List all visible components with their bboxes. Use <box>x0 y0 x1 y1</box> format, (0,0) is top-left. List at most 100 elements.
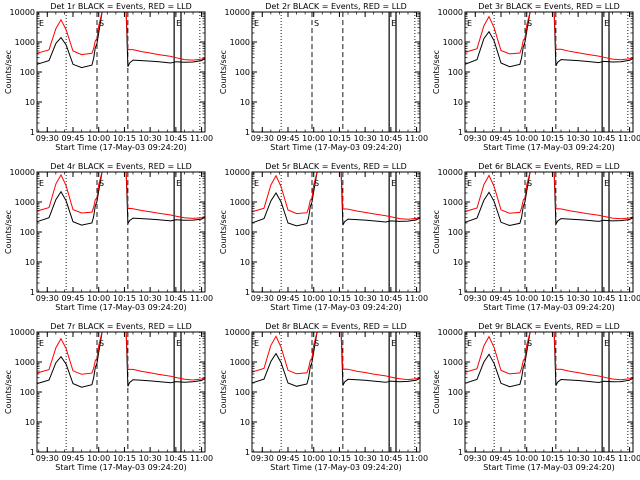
y-tick-label: 1 <box>30 448 35 457</box>
chart-title: Det 8r BLACK = Events, RED = LLD <box>265 322 407 331</box>
interval-marker-label: E <box>604 339 609 348</box>
x-tick-label: 09:30 <box>464 454 487 463</box>
x-axis-label: Start Time (17-May-03 09:24:20) <box>270 143 401 152</box>
y-tick-label: 100 <box>20 68 35 77</box>
y-tick-label: 1000 <box>443 38 463 47</box>
x-tick-label: 09:30 <box>36 134 59 143</box>
chart-panel: Det 8r BLACK = Events, RED = LLD Counts/s… <box>219 322 428 472</box>
x-tick-label: 10:45 <box>164 454 187 463</box>
plot-frame <box>464 331 634 453</box>
y-tick-label: 10000 <box>225 8 250 17</box>
x-tick-label: 10:30 <box>354 294 377 303</box>
interval-marker-label: E <box>604 179 609 188</box>
x-tick-label: 10:45 <box>164 294 187 303</box>
y-tick-label: 100 <box>448 68 463 77</box>
interval-marker-label: E <box>176 179 181 188</box>
y-tick-label: 1000 <box>15 198 35 207</box>
x-tick-label: 09:30 <box>251 454 274 463</box>
interval-marker-label: E <box>176 339 181 348</box>
chart-title: Det 5r BLACK = Events, RED = LLD <box>265 162 407 171</box>
y-tick-label: 100 <box>235 228 250 237</box>
x-tick-label: 09:45 <box>489 134 512 143</box>
chart-panel: Det 7r BLACK = Events, RED = LLD Counts/s… <box>4 322 213 472</box>
x-axis-label: Start Time (17-May-03 09:24:20) <box>55 463 186 472</box>
interval-marker-label: E <box>254 339 259 348</box>
plot-frame <box>464 11 634 133</box>
y-axis-label: Counts/sec <box>219 50 228 94</box>
y-tick-label: 100 <box>235 68 250 77</box>
x-tick-label: 09:45 <box>276 454 299 463</box>
x-axis-label: Start Time (17-May-03 09:24:20) <box>270 303 401 312</box>
y-tick-label: 1000 <box>15 358 35 367</box>
y-tick-label: 100 <box>20 228 35 237</box>
interval-marker-label: S <box>99 339 104 348</box>
y-tick-label: 1 <box>245 128 250 137</box>
plot-frame <box>251 331 421 453</box>
x-tick-label: 10:00 <box>515 294 538 303</box>
x-tick-label: 09:30 <box>251 294 274 303</box>
chart-title: Det 7r BLACK = Events, RED = LLD <box>50 322 192 331</box>
x-tick-label: 11:00 <box>618 134 640 143</box>
interval-marker-label: E <box>39 19 44 28</box>
y-axis-label: Counts/sec <box>4 370 13 414</box>
y-tick-label: 100 <box>448 388 463 397</box>
x-tick-label: 10:45 <box>379 454 402 463</box>
chart-panel: Det 4r BLACK = Events, RED = LLD Counts/s… <box>4 162 213 312</box>
interval-marker-label: S <box>527 179 532 188</box>
plot-frame <box>36 171 206 293</box>
x-tick-label: 09:30 <box>464 134 487 143</box>
y-tick-label: 100 <box>20 388 35 397</box>
interval-marker-label: S <box>314 19 319 28</box>
x-tick-label: 11:00 <box>190 454 213 463</box>
y-tick-label: 10 <box>25 418 35 427</box>
chart-title: Det 2r BLACK = Events, RED = LLD <box>265 2 407 11</box>
chart-panel: Det 6r BLACK = Events, RED = LLD Counts/s… <box>432 162 640 312</box>
y-tick-label: 100 <box>448 228 463 237</box>
x-tick-label: 10:15 <box>113 134 136 143</box>
y-tick-label: 1 <box>30 288 35 297</box>
interval-marker-label: S <box>99 19 104 28</box>
x-tick-label: 10:15 <box>113 454 136 463</box>
plot-frame <box>36 11 206 133</box>
plot-frame <box>464 171 634 293</box>
plot-frame <box>251 171 421 293</box>
x-tick-label: 09:45 <box>276 294 299 303</box>
y-tick-label: 10000 <box>10 328 35 337</box>
interval-marker-label: S <box>527 339 532 348</box>
y-tick-label: 10 <box>240 418 250 427</box>
x-tick-label: 09:45 <box>276 134 299 143</box>
chart-panel: Det 3r BLACK = Events, RED = LLD Counts/s… <box>432 2 640 152</box>
interval-marker-label: S <box>314 339 319 348</box>
y-tick-label: 10 <box>240 98 250 107</box>
interval-marker-label: E <box>391 179 396 188</box>
x-tick-label: 09:30 <box>251 134 274 143</box>
plot-frame <box>251 11 421 133</box>
y-tick-label: 10 <box>25 258 35 267</box>
interval-marker-label: S <box>527 19 532 28</box>
x-tick-label: 10:30 <box>567 454 590 463</box>
x-tick-label: 10:00 <box>302 454 325 463</box>
x-tick-label: 11:00 <box>618 294 640 303</box>
x-tick-label: 09:30 <box>464 294 487 303</box>
y-axis-label: Counts/sec <box>432 210 441 254</box>
y-axis-label: Counts/sec <box>219 370 228 414</box>
x-tick-label: 10:30 <box>354 134 377 143</box>
y-tick-label: 1000 <box>443 198 463 207</box>
interval-marker-label: E <box>604 19 609 28</box>
interval-marker-label: S <box>314 179 319 188</box>
chart-panel: Det 5r BLACK = Events, RED = LLD Counts/s… <box>219 162 428 312</box>
x-tick-label: 10:30 <box>139 294 162 303</box>
x-tick-label: 10:00 <box>87 294 110 303</box>
x-axis-label: Start Time (17-May-03 09:24:20) <box>55 143 186 152</box>
y-tick-label: 1 <box>245 288 250 297</box>
y-tick-label: 10000 <box>10 8 35 17</box>
interval-marker-label: E <box>39 339 44 348</box>
x-tick-label: 10:15 <box>328 294 351 303</box>
x-tick-label: 09:45 <box>489 294 512 303</box>
y-tick-label: 1000 <box>230 358 250 367</box>
y-tick-label: 1000 <box>15 38 35 47</box>
y-tick-label: 1000 <box>443 358 463 367</box>
x-axis-label: Start Time (17-May-03 09:24:20) <box>55 303 186 312</box>
x-tick-label: 10:00 <box>87 454 110 463</box>
